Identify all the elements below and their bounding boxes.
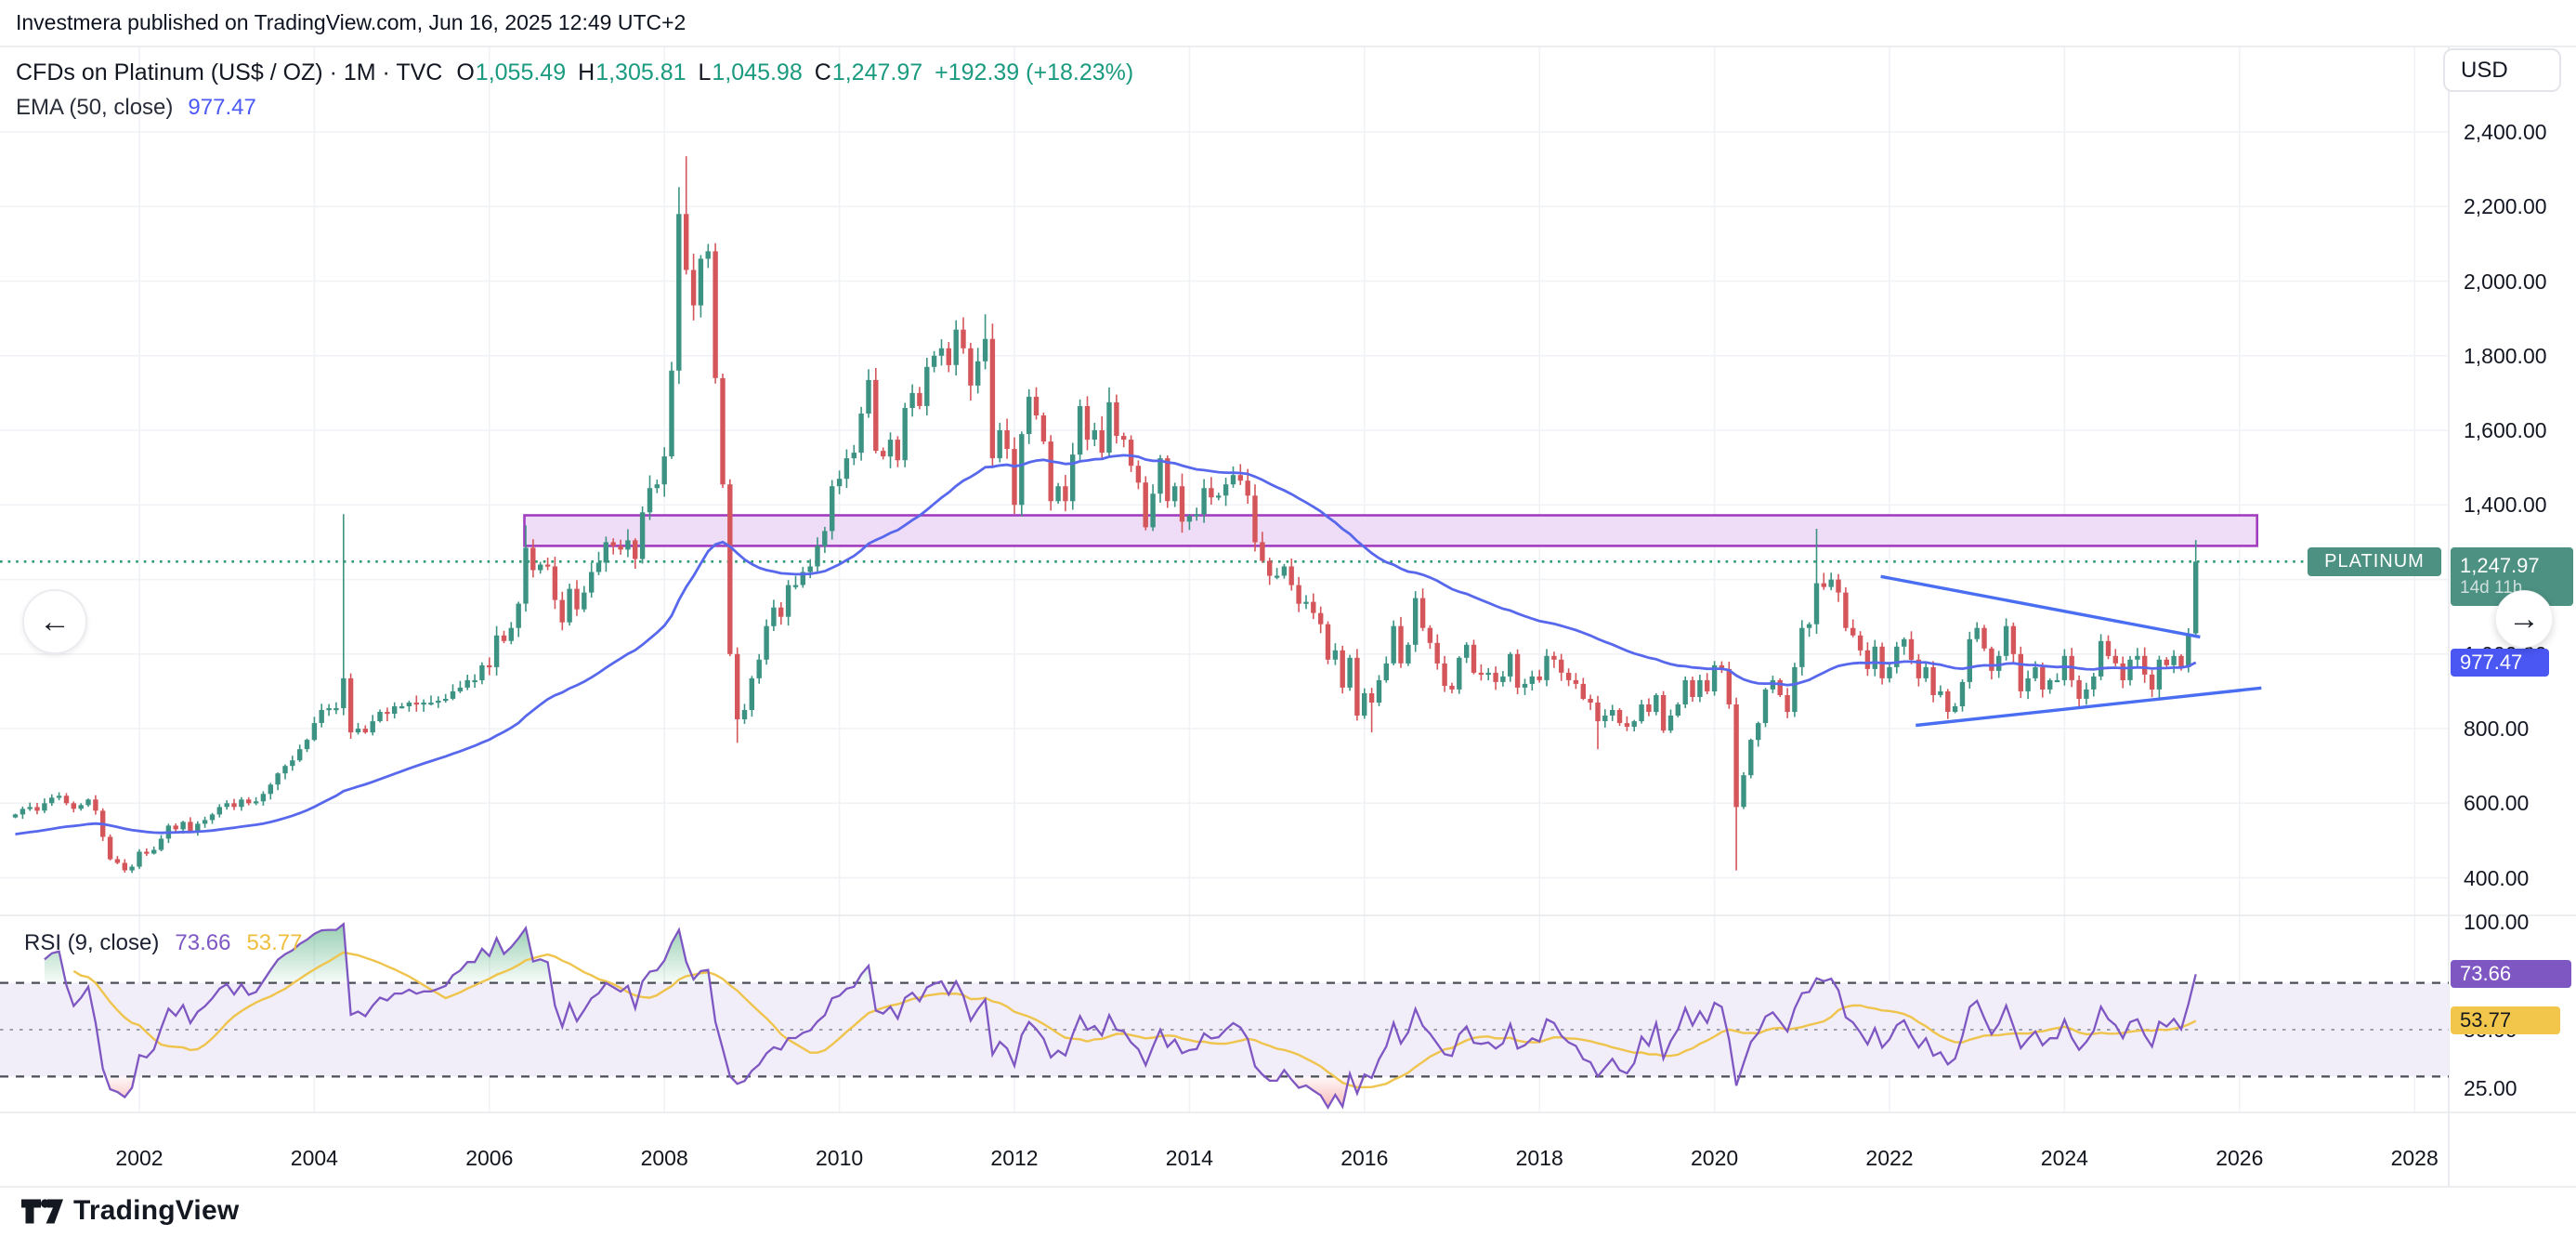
- time-tick-label: 2018: [1515, 1146, 1563, 1170]
- rsi-tick-label: 100.00: [2464, 910, 2530, 934]
- close-value: C1,247.97: [814, 59, 923, 85]
- bar-countdown: 14d 11h: [2460, 578, 2523, 598]
- price-tick-label: 2,400.00: [2464, 120, 2547, 144]
- high-value: H1,305.81: [578, 59, 686, 85]
- rsi-ma-value: 53.77: [246, 930, 303, 955]
- price-tick-label: 2,200.00: [2464, 194, 2547, 219]
- time-tick-label: 2012: [990, 1146, 1039, 1170]
- rsi-label: RSI (9, close): [24, 930, 160, 955]
- rsi-tick-label: 25.00: [2464, 1076, 2517, 1100]
- time-tick-label: 2022: [1865, 1146, 1914, 1170]
- arrow-right-icon: →: [2508, 600, 2540, 637]
- ema-line: [15, 454, 2197, 835]
- last-price-value: 1,247.97: [2460, 554, 2540, 578]
- time-tick-label: 2016: [1340, 1146, 1389, 1170]
- symbol-price-tag: PLATINUM: [2308, 547, 2441, 576]
- rsi-line: [44, 922, 2197, 1110]
- ema-price-badge: 977.47: [2451, 649, 2549, 677]
- tradingview-brand-text: TradingView: [73, 1195, 240, 1226]
- ema-legend-row: EMA (50, close) 977.47: [16, 95, 256, 121]
- price-tick-label: 1,400.00: [2464, 493, 2547, 518]
- price-tick-label: 600.00: [2464, 791, 2530, 816]
- ema-value: 977.47: [188, 95, 256, 120]
- rsi-value-badge: 73.66: [2451, 960, 2571, 988]
- rsi-ma-value-badge: 53.77: [2451, 1006, 2560, 1034]
- symbol-title: CFDs on Platinum (US$ / OZ) · 1M · TVC: [16, 59, 443, 85]
- symbol-legend-row: CFDs on Platinum (US$ / OZ) · 1M · TVC O…: [16, 59, 1133, 86]
- time-tick-label: 2010: [816, 1146, 864, 1170]
- arrow-left-icon: ←: [39, 603, 71, 639]
- scroll-right-button[interactable]: →: [2495, 590, 2553, 648]
- time-tick-label: 2004: [290, 1146, 338, 1170]
- change-value: +192.39 (+18.23%): [935, 59, 1134, 85]
- open-value: O1,055.49: [456, 59, 567, 85]
- rsi-oversold-fill: [105, 1076, 1740, 1108]
- time-tick-label: 2026: [2216, 1146, 2264, 1170]
- price-tick-label: 400.00: [2464, 865, 2530, 890]
- time-tick-label: 2028: [2390, 1146, 2439, 1170]
- trendline-2[interactable]: [1916, 686, 2262, 728]
- trendline-1[interactable]: [1880, 574, 2201, 639]
- ema-label: EMA (50, close): [16, 95, 174, 120]
- rsi-ma-line: [72, 951, 2197, 1089]
- rsi-legend-row: RSI (9, close) 73.66 53.77: [24, 930, 303, 956]
- time-tick-label: 2014: [1165, 1146, 1213, 1170]
- price-tick-label: 1,800.00: [2464, 343, 2547, 368]
- low-value: L1,045.98: [698, 59, 803, 85]
- tradingview-logo-icon: [21, 1198, 63, 1223]
- price-tick-label: 1,600.00: [2464, 418, 2547, 443]
- time-tick-label: 2002: [115, 1146, 163, 1170]
- time-tick-label: 2020: [1691, 1146, 1739, 1170]
- time-tick-label: 2006: [465, 1146, 514, 1170]
- time-tick-label: 2008: [640, 1146, 688, 1170]
- supply-zone[interactable]: [523, 514, 2258, 547]
- price-tick-label: 800.00: [2464, 717, 2530, 742]
- attribution-text: Investmera published on TradingView.com,…: [16, 10, 686, 34]
- rsi-overbought-fill: [44, 924, 2196, 983]
- price-tick-label: 2,000.00: [2464, 269, 2547, 294]
- tradingview-footer-link[interactable]: TradingView: [21, 1195, 239, 1227]
- currency-button[interactable]: USD: [2443, 48, 2561, 92]
- time-tick-label: 2024: [2040, 1146, 2088, 1170]
- ohlc-values: O1,055.49 H1,305.81 L1,045.98 C1,247.97 …: [456, 59, 1133, 86]
- scroll-left-button[interactable]: ←: [22, 589, 87, 654]
- rsi-value: 73.66: [175, 930, 231, 955]
